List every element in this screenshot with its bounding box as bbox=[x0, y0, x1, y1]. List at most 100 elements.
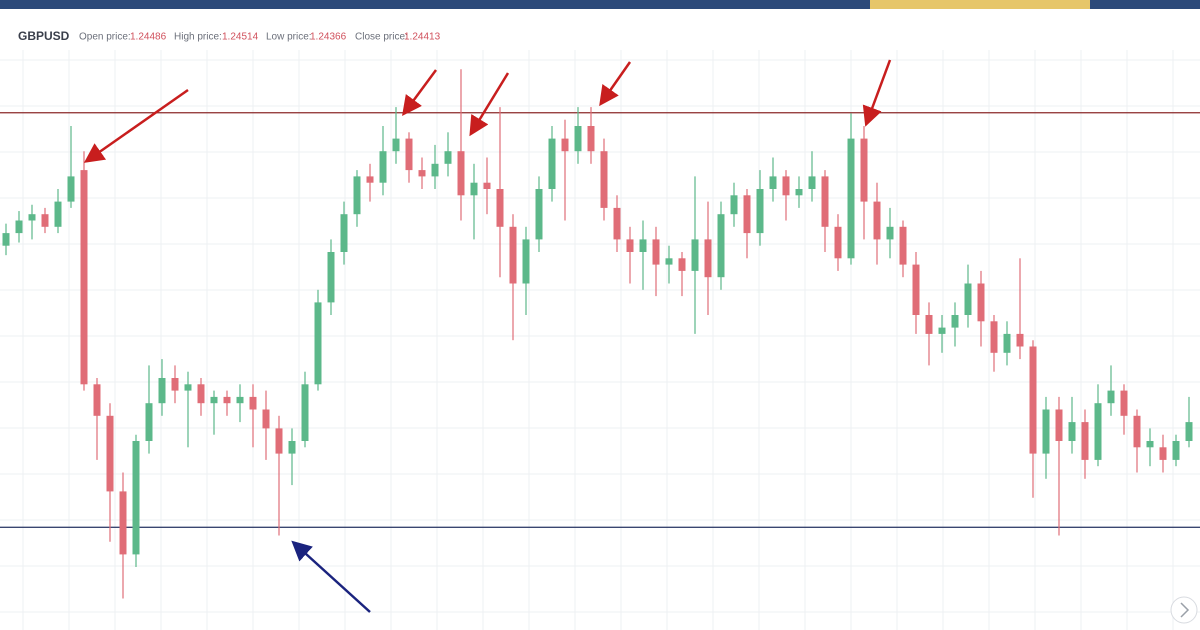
candle-body bbox=[704, 239, 712, 278]
candle-body bbox=[301, 384, 309, 441]
candle-body bbox=[405, 138, 413, 171]
candle-body bbox=[41, 214, 49, 227]
arrow bbox=[291, 540, 371, 613]
candle-body bbox=[457, 151, 465, 196]
candle-body bbox=[132, 441, 140, 555]
candle-body bbox=[899, 226, 907, 265]
candle-body bbox=[730, 195, 738, 215]
field-label: Close price: bbox=[355, 32, 408, 43]
candle-body bbox=[288, 441, 296, 454]
candle-body bbox=[353, 176, 361, 215]
field-value: 1.24366 bbox=[310, 32, 347, 43]
arrow bbox=[402, 69, 438, 117]
candle-body bbox=[1055, 409, 1063, 441]
arrows bbox=[83, 59, 892, 613]
candle-body bbox=[275, 428, 283, 454]
candle-body bbox=[236, 396, 244, 404]
candle-body bbox=[470, 182, 478, 196]
symbol: GBPUSD bbox=[18, 29, 70, 43]
candle-body bbox=[795, 189, 803, 196]
candle-body bbox=[119, 491, 127, 555]
candle-body bbox=[184, 384, 192, 391]
candle-body bbox=[509, 226, 517, 284]
candle-body bbox=[145, 403, 153, 441]
top-image bbox=[870, 0, 1090, 9]
next-button[interactable] bbox=[1170, 596, 1198, 624]
candle-body bbox=[1003, 333, 1011, 353]
arrow bbox=[469, 72, 510, 137]
levels bbox=[0, 112, 1200, 528]
candle-body bbox=[1042, 409, 1050, 454]
candle-body bbox=[327, 252, 335, 303]
candle-body bbox=[54, 201, 62, 227]
candle-body bbox=[1146, 441, 1154, 448]
field-label: Low price: bbox=[266, 32, 312, 43]
candle-body bbox=[28, 214, 36, 221]
candle-body bbox=[808, 176, 816, 189]
candle-body bbox=[834, 226, 842, 259]
candle-body bbox=[574, 126, 582, 152]
candle-body bbox=[392, 138, 400, 152]
candle-body bbox=[210, 396, 218, 404]
candle-body bbox=[171, 378, 179, 391]
candle-body bbox=[886, 226, 894, 240]
candle-body bbox=[444, 151, 452, 164]
candle-body bbox=[678, 258, 686, 271]
candle-body bbox=[1029, 346, 1037, 454]
candle-body bbox=[587, 126, 595, 152]
candle-body bbox=[496, 189, 504, 227]
candles bbox=[2, 69, 1193, 599]
candle-body bbox=[314, 302, 322, 385]
header: GBPUSD Open price: 1.24486 High price: 1… bbox=[18, 29, 441, 43]
candle-body bbox=[938, 327, 946, 334]
candle-body bbox=[860, 138, 868, 202]
candle-body bbox=[600, 151, 608, 208]
candle-body bbox=[873, 201, 881, 240]
candle-body bbox=[197, 384, 205, 404]
candle-body bbox=[15, 220, 23, 234]
candle-body bbox=[652, 239, 660, 265]
arrow bbox=[83, 88, 189, 163]
candle-body bbox=[561, 138, 569, 152]
candle-body bbox=[639, 239, 647, 252]
candle-body bbox=[1094, 403, 1102, 460]
candle-body bbox=[782, 176, 790, 196]
arrow bbox=[599, 61, 632, 107]
candle-body bbox=[379, 151, 387, 183]
candle-body bbox=[2, 233, 10, 246]
candle-body bbox=[756, 189, 764, 234]
candle-body bbox=[847, 138, 855, 259]
candle-body bbox=[366, 176, 374, 183]
candle-body bbox=[535, 189, 543, 240]
candle-body bbox=[106, 415, 114, 492]
candle-body bbox=[1068, 422, 1076, 441]
candle-body bbox=[964, 283, 972, 315]
arrow bbox=[862, 59, 892, 127]
candle-body bbox=[912, 264, 920, 315]
candle-body bbox=[262, 409, 270, 429]
candle-body bbox=[717, 214, 725, 278]
candle-body bbox=[925, 315, 933, 334]
candle-body bbox=[1172, 441, 1180, 460]
candle-body bbox=[743, 195, 751, 234]
candle-body bbox=[483, 182, 491, 189]
candle-body bbox=[223, 396, 231, 404]
candle-body bbox=[1081, 422, 1089, 460]
candle-body bbox=[1185, 422, 1193, 441]
candle-body bbox=[1016, 333, 1024, 347]
candle-body bbox=[951, 315, 959, 328]
candle-body bbox=[80, 170, 88, 385]
field-value: 1.24486 bbox=[130, 32, 167, 43]
candle-body bbox=[769, 176, 777, 189]
candle-body bbox=[548, 138, 556, 189]
field-label: High price: bbox=[174, 32, 222, 43]
top-bar bbox=[0, 0, 1200, 9]
field-value: 1.24514 bbox=[222, 32, 259, 43]
candle-body bbox=[431, 163, 439, 177]
candle-body bbox=[691, 239, 699, 271]
field-label: Open price: bbox=[79, 32, 131, 43]
candle-body bbox=[977, 283, 985, 322]
candle-body bbox=[1120, 390, 1128, 416]
candle-body bbox=[1133, 415, 1141, 448]
